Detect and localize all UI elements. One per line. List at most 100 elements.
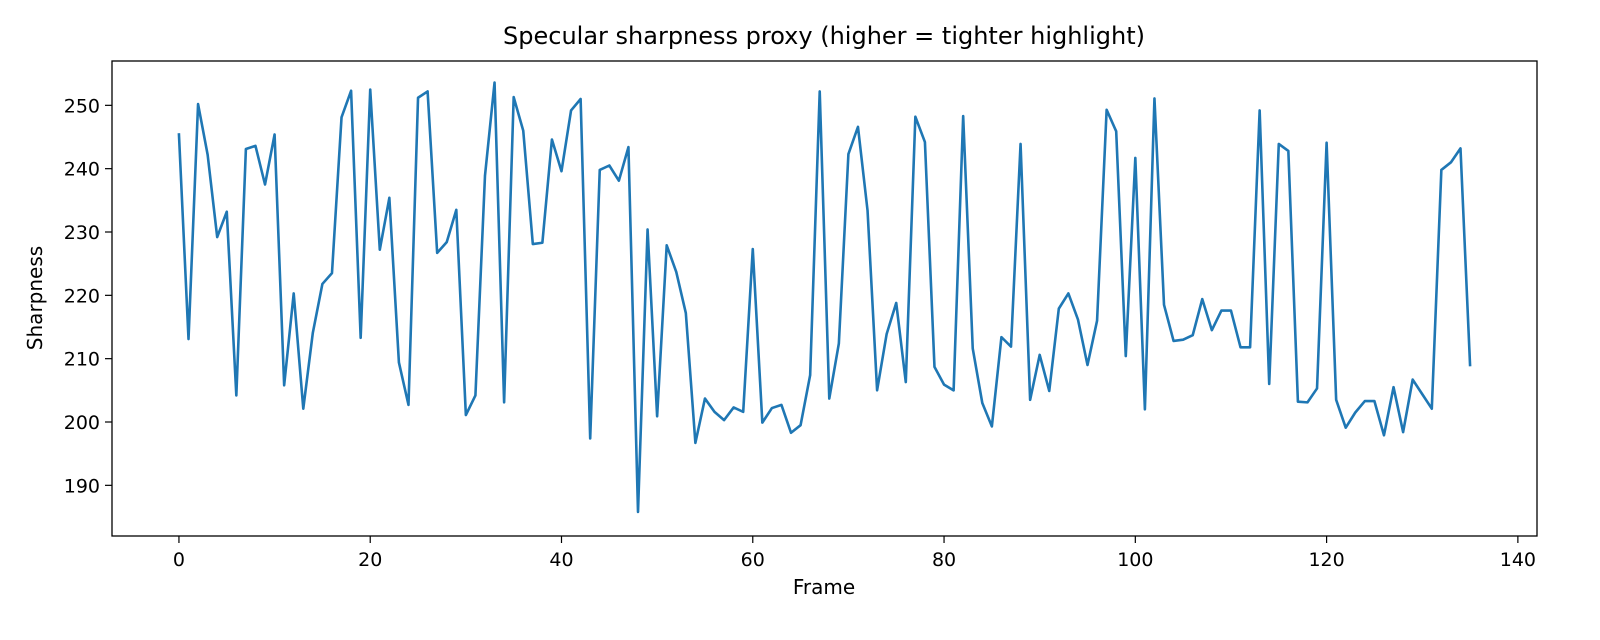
series-line bbox=[177, 81, 1472, 514]
data-point bbox=[1287, 149, 1290, 152]
data-point bbox=[1402, 431, 1405, 434]
data-point bbox=[388, 196, 391, 199]
data-point bbox=[570, 109, 573, 112]
data-point bbox=[1048, 389, 1051, 392]
data-point bbox=[397, 361, 400, 364]
data-point bbox=[818, 90, 821, 93]
data-point bbox=[627, 146, 630, 149]
data-point bbox=[1373, 400, 1376, 403]
data-point bbox=[646, 228, 649, 231]
data-point bbox=[1182, 338, 1185, 341]
data-point bbox=[703, 397, 706, 400]
data-point bbox=[828, 397, 831, 400]
data-point bbox=[1220, 309, 1223, 312]
data-point bbox=[933, 365, 936, 368]
data-point bbox=[770, 407, 773, 410]
data-point bbox=[809, 374, 812, 377]
x-tick-label: 0 bbox=[173, 549, 185, 571]
data-point bbox=[254, 144, 257, 147]
data-point bbox=[837, 342, 840, 345]
data-point bbox=[598, 168, 601, 171]
data-point bbox=[1277, 142, 1280, 145]
data-point bbox=[923, 141, 926, 144]
data-point bbox=[1325, 141, 1328, 144]
data-point bbox=[790, 431, 793, 434]
data-point bbox=[273, 133, 276, 136]
data-point bbox=[579, 98, 582, 100]
data-point bbox=[1268, 383, 1271, 385]
data-point bbox=[1296, 400, 1299, 403]
y-tick-label: 190 bbox=[64, 475, 100, 497]
data-point bbox=[1421, 393, 1424, 396]
data-point bbox=[426, 90, 429, 93]
data-point bbox=[1057, 307, 1060, 310]
data-point bbox=[1019, 142, 1022, 145]
data-point bbox=[283, 384, 286, 387]
data-point bbox=[1153, 97, 1156, 100]
plot-frame bbox=[111, 60, 1538, 537]
y-tick-label: 220 bbox=[64, 285, 100, 307]
data-point bbox=[216, 236, 219, 239]
data-point bbox=[656, 415, 659, 418]
data-point bbox=[206, 153, 209, 156]
data-point bbox=[608, 164, 611, 167]
data-point bbox=[512, 96, 515, 99]
data-point bbox=[197, 103, 200, 106]
data-point bbox=[1201, 298, 1204, 301]
data-point bbox=[483, 174, 486, 177]
data-point bbox=[1258, 109, 1261, 112]
data-point bbox=[560, 170, 563, 173]
data-point bbox=[445, 241, 448, 244]
data-point bbox=[1392, 386, 1395, 389]
y-tick-label: 240 bbox=[64, 159, 100, 181]
data-point bbox=[541, 241, 544, 244]
data-point bbox=[732, 406, 735, 409]
data-point bbox=[1115, 130, 1118, 133]
x-tick-label: 20 bbox=[358, 549, 382, 571]
data-point bbox=[1411, 378, 1414, 381]
data-point bbox=[464, 414, 467, 417]
x-axis-label: Frame bbox=[793, 575, 855, 599]
data-point bbox=[350, 89, 353, 92]
data-point bbox=[1459, 147, 1462, 150]
data-point bbox=[1239, 346, 1242, 349]
data-point bbox=[177, 133, 180, 136]
data-point bbox=[264, 183, 267, 186]
data-point bbox=[1029, 398, 1032, 401]
data-point bbox=[1363, 400, 1366, 403]
data-point bbox=[1143, 408, 1146, 411]
data-point bbox=[589, 437, 592, 440]
data-point bbox=[847, 153, 850, 156]
data-point bbox=[637, 510, 640, 513]
data-point bbox=[340, 116, 343, 119]
data-point bbox=[885, 332, 888, 335]
y-tick-label: 250 bbox=[64, 95, 100, 117]
data-point bbox=[522, 129, 525, 132]
data-point bbox=[990, 425, 993, 428]
data-point bbox=[378, 248, 381, 251]
data-point bbox=[761, 421, 764, 424]
data-point bbox=[1105, 108, 1108, 111]
data-point bbox=[1172, 339, 1175, 342]
data-point bbox=[1134, 156, 1137, 159]
data-point bbox=[952, 389, 955, 392]
data-point bbox=[369, 88, 372, 91]
data-point bbox=[225, 210, 228, 213]
data-point bbox=[244, 148, 247, 151]
y-tick-label: 200 bbox=[64, 412, 100, 434]
data-point bbox=[493, 81, 496, 84]
data-point bbox=[187, 338, 190, 341]
data-point bbox=[330, 272, 333, 275]
data-point bbox=[292, 292, 295, 295]
x-tick-label: 140 bbox=[1500, 549, 1536, 571]
data-point bbox=[742, 410, 745, 413]
x-tick-label: 60 bbox=[741, 549, 765, 571]
data-point bbox=[550, 138, 553, 141]
data-point bbox=[780, 403, 783, 406]
data-point bbox=[904, 381, 907, 384]
data-point bbox=[1430, 407, 1433, 410]
data-point bbox=[503, 401, 506, 404]
data-point bbox=[359, 336, 362, 339]
